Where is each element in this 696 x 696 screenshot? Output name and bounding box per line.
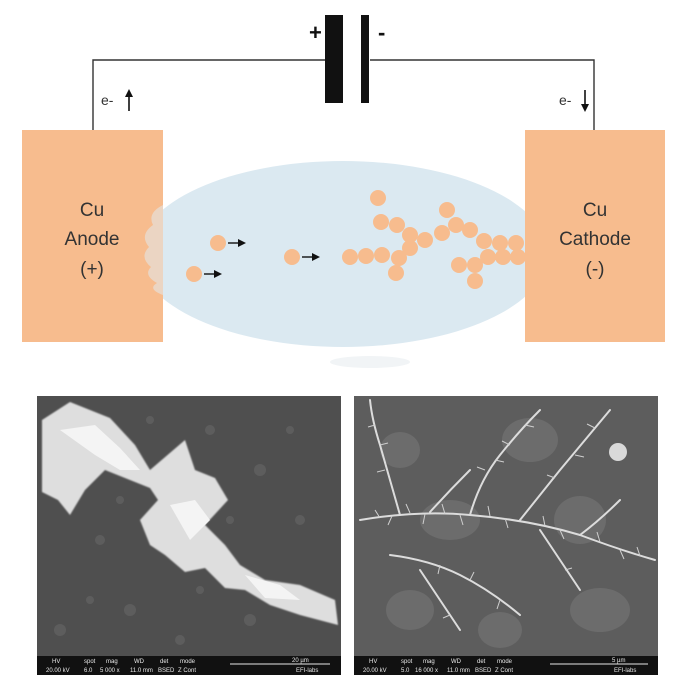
dendrite-cluster xyxy=(342,190,526,289)
dendrite-ion xyxy=(467,257,483,273)
dendrite-ion xyxy=(374,247,390,263)
dendrite-ion xyxy=(373,214,389,230)
sem-micrograph-left: HV spot mag WD det mode 20.00 kV 6.0 5 0… xyxy=(37,396,341,675)
dendrite-ion xyxy=(492,235,508,251)
dendrite-ion xyxy=(462,222,478,238)
anode-label-line1: Cu xyxy=(80,200,104,221)
electron-label-left-text: e- xyxy=(101,92,114,108)
sem-left-header-mode: mode xyxy=(180,659,196,665)
dendrite-ion xyxy=(467,273,483,289)
migrating-ions xyxy=(186,235,320,282)
sem-micrograph-right: HV spot mag WD det mode 20.00 kV 5.0 16 … xyxy=(354,396,658,675)
dendrite-ion xyxy=(434,225,450,241)
electrolyte-reflection xyxy=(330,356,410,368)
sem-right-header-hv: HV xyxy=(369,659,377,665)
electron-label-right: e- xyxy=(559,90,589,112)
sem-left-header-mag: mag xyxy=(106,659,118,665)
anode-label-line3: (+) xyxy=(80,259,104,280)
sem-right-value-det: BSED xyxy=(475,668,492,674)
dendrite-ion xyxy=(439,202,455,218)
dendrite-ion xyxy=(476,233,492,249)
sem-left-value-mag: 5 000 x xyxy=(100,668,120,674)
sem-right-value-mag: 16 000 x xyxy=(415,668,438,674)
sem-left-value-hv: 20.00 kV xyxy=(46,668,70,674)
sem-right-scale-label: 5 µm xyxy=(612,658,625,664)
battery-positive-symbol: + xyxy=(309,20,322,45)
ion xyxy=(210,235,226,251)
dendrite-ion xyxy=(510,249,526,265)
sem-left-lab-label: EFI-labs xyxy=(296,668,318,674)
electron-label-left: e- xyxy=(101,89,133,111)
dendrite-ion xyxy=(389,217,405,233)
sem-right-value-spot: 5.0 xyxy=(401,668,410,674)
sem-right-lab-label: EFI-labs xyxy=(614,668,636,674)
cathode-block xyxy=(525,130,665,342)
dendrite-ion xyxy=(391,250,407,266)
electron-label-right-text: e- xyxy=(559,92,572,108)
dendrite-ion xyxy=(480,249,496,265)
battery-negative-symbol: - xyxy=(378,20,385,45)
dendrite-ion xyxy=(417,232,433,248)
sem-left-value-spot: 6.0 xyxy=(84,668,93,674)
anode-eroded-edge xyxy=(144,205,163,295)
battery-positive-plate xyxy=(325,15,343,103)
sem-right-header-mode: mode xyxy=(497,659,513,665)
dendrite-ion xyxy=(448,217,464,233)
sem-right-header-spot: spot xyxy=(401,659,413,665)
cathode-label-line3: (-) xyxy=(586,259,605,280)
sem-left-header-wd: WD xyxy=(134,659,145,665)
dendrite-ion xyxy=(402,240,418,256)
sem-left-value-det: BSED xyxy=(158,668,175,674)
sem-left-scale-label: 20 µm xyxy=(292,658,309,664)
sem-left-header-spot: spot xyxy=(84,659,96,665)
dendrite-ion xyxy=(508,235,524,251)
sem-right-value-mode: Z Cont xyxy=(495,668,513,674)
anode-block xyxy=(22,130,163,342)
sem-left-crystal-highlight xyxy=(60,425,300,600)
sem-left-databar xyxy=(37,656,341,675)
sem-right-dendrite-branches xyxy=(367,423,641,619)
sem-left-value-mode: Z Cont xyxy=(178,668,196,674)
anode: Cu Anode (+) xyxy=(22,130,163,342)
sem-right-header-mag: mag xyxy=(423,659,435,665)
ion xyxy=(186,266,202,282)
anode-label-line2: Anode xyxy=(65,229,120,250)
sem-left-header-det: det xyxy=(160,659,169,665)
circuit-wire xyxy=(92,59,595,130)
battery: + - xyxy=(309,15,385,103)
battery-negative-plate xyxy=(361,15,369,103)
dendrite-ion xyxy=(370,190,386,206)
cathode-label-line1: Cu xyxy=(583,200,607,221)
dendrite-ion xyxy=(388,265,404,281)
sem-right-databar xyxy=(354,656,658,675)
sem-right-bright-particle xyxy=(609,443,627,461)
sem-right-value-hv: 20.00 kV xyxy=(363,668,387,674)
dendrite-ion xyxy=(495,249,511,265)
dendrite-ion xyxy=(451,257,467,273)
ion xyxy=(284,249,300,265)
sem-right-header-wd: WD xyxy=(451,659,462,665)
cathode-label-line2: Cathode xyxy=(559,229,631,250)
sem-right-grain-texture xyxy=(380,418,630,648)
sem-left-header-hv: HV xyxy=(52,659,60,665)
dendrite-ion xyxy=(402,227,418,243)
sem-right-value-wd: 11.0 mm xyxy=(447,668,470,674)
sem-right-header-det: det xyxy=(477,659,486,665)
dendrite-ion xyxy=(342,249,358,265)
dendrite-ion xyxy=(358,248,374,264)
cathode: Cu Cathode (-) xyxy=(525,130,665,342)
sem-left-value-wd: 11.0 mm xyxy=(130,668,153,674)
